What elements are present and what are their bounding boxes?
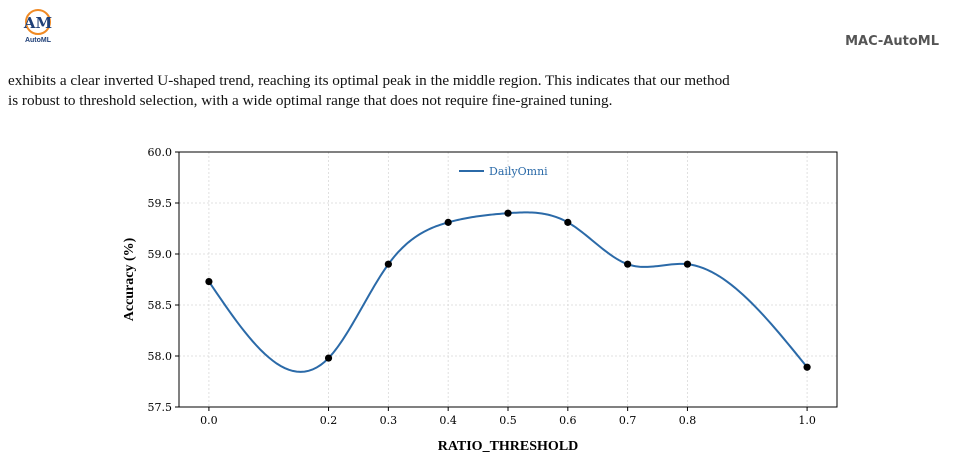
automl-logo: AM	[23, 9, 52, 35]
body-line-1: exhibits a clear inverted U-shaped trend…	[8, 72, 730, 89]
data-point	[205, 277, 213, 286]
body-paragraph: exhibits a clear inverted U-shaped trend…	[8, 71, 948, 111]
x-tick-label: 0.3	[380, 414, 398, 427]
grid-layer	[179, 151, 837, 408]
x-tick-label: 0.4	[439, 414, 457, 427]
logo-text: AutoML	[24, 37, 52, 44]
tick-layer: 0.0 0.2 0.3 0.4 0.5 0.6 0.7 0.8 1.0 57.5 58.0 58.5 5…	[148, 146, 816, 427]
y-tick-label: 59.5	[148, 197, 173, 210]
y-tick-label: 59.0	[148, 248, 173, 261]
y-tick-label: 57.5	[148, 401, 173, 414]
x-tick-label: 0.5	[499, 414, 517, 427]
data-point	[384, 260, 392, 268]
data-point	[683, 260, 692, 268]
legend: DailyOmni	[459, 165, 548, 178]
data-point	[444, 218, 452, 226]
x-tick-label: 0.0	[200, 414, 218, 427]
marker-layer	[205, 209, 811, 371]
x-tick-label: 0.8	[679, 414, 697, 427]
x-tick-label: 0.2	[320, 414, 338, 427]
y-axis-label: Accuracy (%)	[122, 237, 137, 321]
body-line-2: is robust to threshold selection, with a…	[8, 92, 613, 109]
data-point	[803, 363, 811, 371]
x-tick-label: 0.7	[619, 414, 637, 427]
legend-label-dailyomni: DailyOmni	[489, 165, 548, 178]
data-point	[624, 260, 632, 268]
x-tick-label: 0.6	[559, 414, 577, 427]
svg-text:AM: AM	[23, 14, 52, 32]
data-point	[324, 354, 333, 362]
header-title: MAC-AutoML	[845, 34, 939, 49]
x-axis-label: RATIO_THRESHOLD	[438, 439, 579, 454]
y-tick-label: 58.5	[148, 299, 173, 312]
data-point	[504, 209, 512, 217]
x-tick-label: 1.0	[798, 414, 816, 427]
y-tick-label: 60.0	[148, 146, 173, 159]
data-point	[564, 218, 572, 226]
y-tick-label: 58.0	[148, 350, 173, 363]
